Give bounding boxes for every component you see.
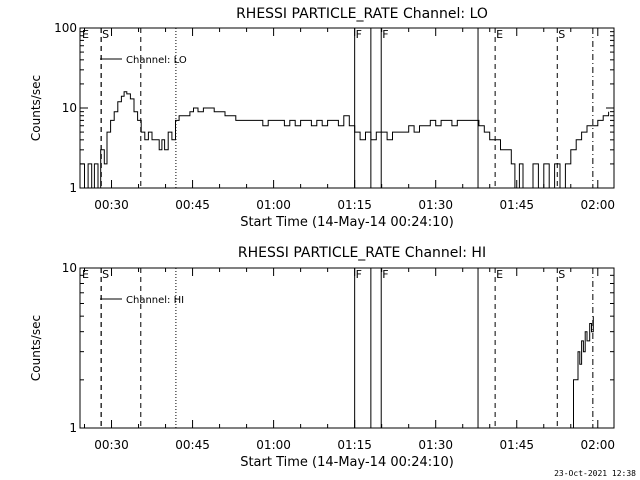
event-marker-label: F bbox=[356, 268, 362, 281]
x-axis-label-hi: Start Time (14-May-14 00:24:10) bbox=[240, 455, 454, 470]
event-marker-label: E bbox=[496, 268, 503, 281]
chart-title-hi: RHESSI PARTICLE_RATE Channel: HI bbox=[238, 245, 486, 261]
event-marker-label: F bbox=[382, 28, 388, 41]
x-tick-label: 01:00 bbox=[256, 438, 291, 452]
timestamp-footer: 23-Oct-2021 12:38 bbox=[554, 469, 636, 478]
y-tick-label: 10 bbox=[62, 261, 77, 275]
y-ticks-lo: 1 10 100 bbox=[54, 21, 614, 195]
chart-title-lo: RHESSI PARTICLE_RATE Channel: LO bbox=[236, 6, 488, 22]
y-axis-label-lo: Counts/sec bbox=[29, 75, 43, 141]
legend-label-lo: Channel: LO bbox=[126, 55, 187, 66]
event-marker-label: E bbox=[82, 268, 89, 281]
y-tick-label: 100 bbox=[54, 21, 77, 35]
series-hi bbox=[570, 316, 594, 429]
event-marker-label: F bbox=[356, 28, 362, 41]
x-tick-label: 01:15 bbox=[337, 198, 372, 212]
event-marker-label: F bbox=[382, 268, 388, 281]
series-lo bbox=[80, 91, 610, 189]
series-line bbox=[80, 91, 610, 189]
event-marker-label: S bbox=[558, 28, 565, 41]
x-tick-label: 00:45 bbox=[175, 198, 210, 212]
x-tick-label: 00:30 bbox=[94, 438, 129, 452]
event-marker-label: S bbox=[558, 268, 565, 281]
event-marker-label: E bbox=[82, 28, 89, 41]
event-marker-label: E bbox=[496, 28, 503, 41]
x-ticks-hi: 00:30 00:45 01:00 01:15 01:30 01:45 02:00 bbox=[84, 268, 615, 452]
legend-label-hi: Channel: HI bbox=[126, 295, 184, 306]
series-line bbox=[570, 316, 594, 429]
y-ticks-hi: 1 10 bbox=[62, 261, 614, 435]
x-ticks-lo: 00:30 00:45 01:00 01:15 01:30 01:45 02:00 bbox=[84, 28, 615, 212]
x-axis-label-lo: Start Time (14-May-14 00:24:10) bbox=[240, 215, 454, 230]
x-tick-label: 02:00 bbox=[580, 198, 615, 212]
x-tick-label: 02:00 bbox=[580, 438, 615, 452]
x-tick-label: 01:45 bbox=[499, 198, 534, 212]
x-tick-label: 00:30 bbox=[94, 198, 129, 212]
y-axis-label-hi: Counts/sec bbox=[29, 315, 43, 381]
plot-frame-hi bbox=[79, 267, 615, 429]
x-tick-label: 01:30 bbox=[418, 198, 453, 212]
x-tick-label: 01:15 bbox=[337, 438, 372, 452]
y-tick-label: 1 bbox=[69, 181, 77, 195]
event-marker-label: S bbox=[102, 28, 109, 41]
y-tick-label: 1 bbox=[69, 421, 77, 435]
event-marker-label: S bbox=[102, 268, 109, 281]
x-tick-label: 01:00 bbox=[256, 198, 291, 212]
y-tick-label: 10 bbox=[62, 101, 77, 115]
x-tick-label: 01:30 bbox=[418, 438, 453, 452]
x-tick-label: 01:45 bbox=[499, 438, 534, 452]
x-tick-label: 00:45 bbox=[175, 438, 210, 452]
